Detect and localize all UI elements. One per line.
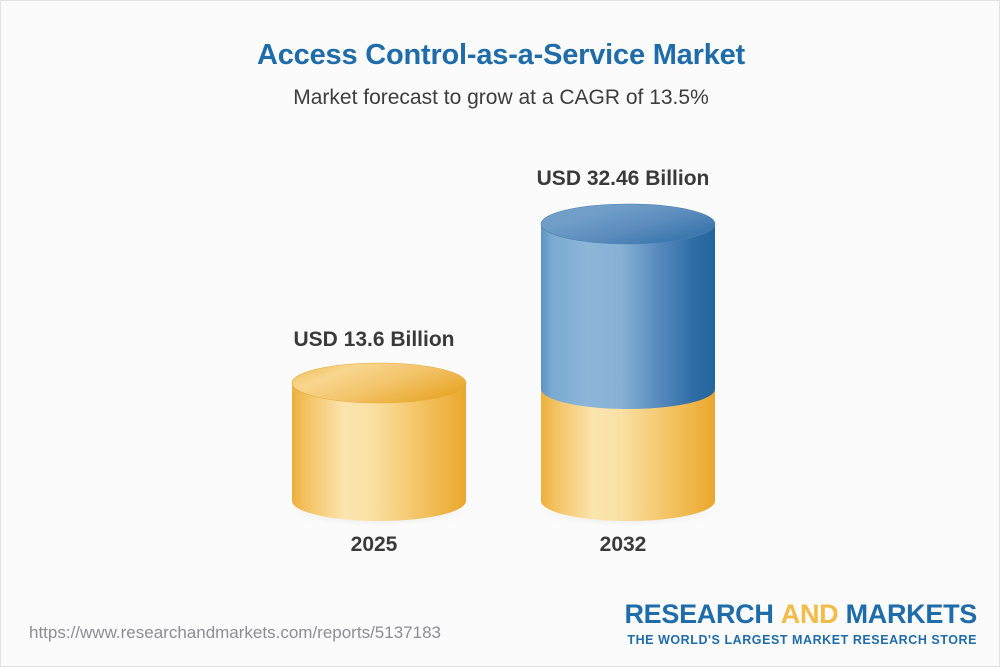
- page-subtitle: Market forecast to grow at a CAGR of 13.…: [293, 86, 709, 110]
- bar-top-2032: [540, 203, 716, 245]
- logo-text-and: AND: [780, 599, 839, 629]
- bar-body-2025: [292, 383, 466, 521]
- page-title: Access Control-as-a-Service Market: [256, 39, 746, 71]
- source-url[interactable]: https://www.researchandmarkets.com/repor…: [29, 623, 441, 642]
- value-label-2025: USD 13.6 Billion: [293, 328, 455, 351]
- logo-text-markets: MARKETS: [845, 599, 978, 629]
- category-label-2032: 2032: [599, 533, 647, 556]
- logo-tagline: THE WORLD'S LARGEST MARKET RESEARCH STOR…: [627, 633, 977, 647]
- logo-text-research: RESEARCH: [624, 599, 774, 629]
- logo-wordmark: RESEARCH AND MARKETS: [624, 601, 977, 628]
- research-and-markets-logo: RESEARCH AND MARKETS THE WORLD'S LARGEST…: [624, 601, 977, 648]
- value-label-2032: USD 32.46 Billion: [536, 167, 710, 190]
- category-label-2025: 2025: [350, 533, 398, 556]
- bar-cylinder-2032: [540, 203, 716, 521]
- bar-body-2032-gold: [541, 389, 715, 521]
- bar-cylinder-2025: [291, 362, 467, 521]
- bar-top-2025: [291, 362, 467, 404]
- chart-header: Access Control-as-a-Service Market Marke…: [1, 37, 999, 112]
- bar-body-2032-blue: [541, 224, 715, 409]
